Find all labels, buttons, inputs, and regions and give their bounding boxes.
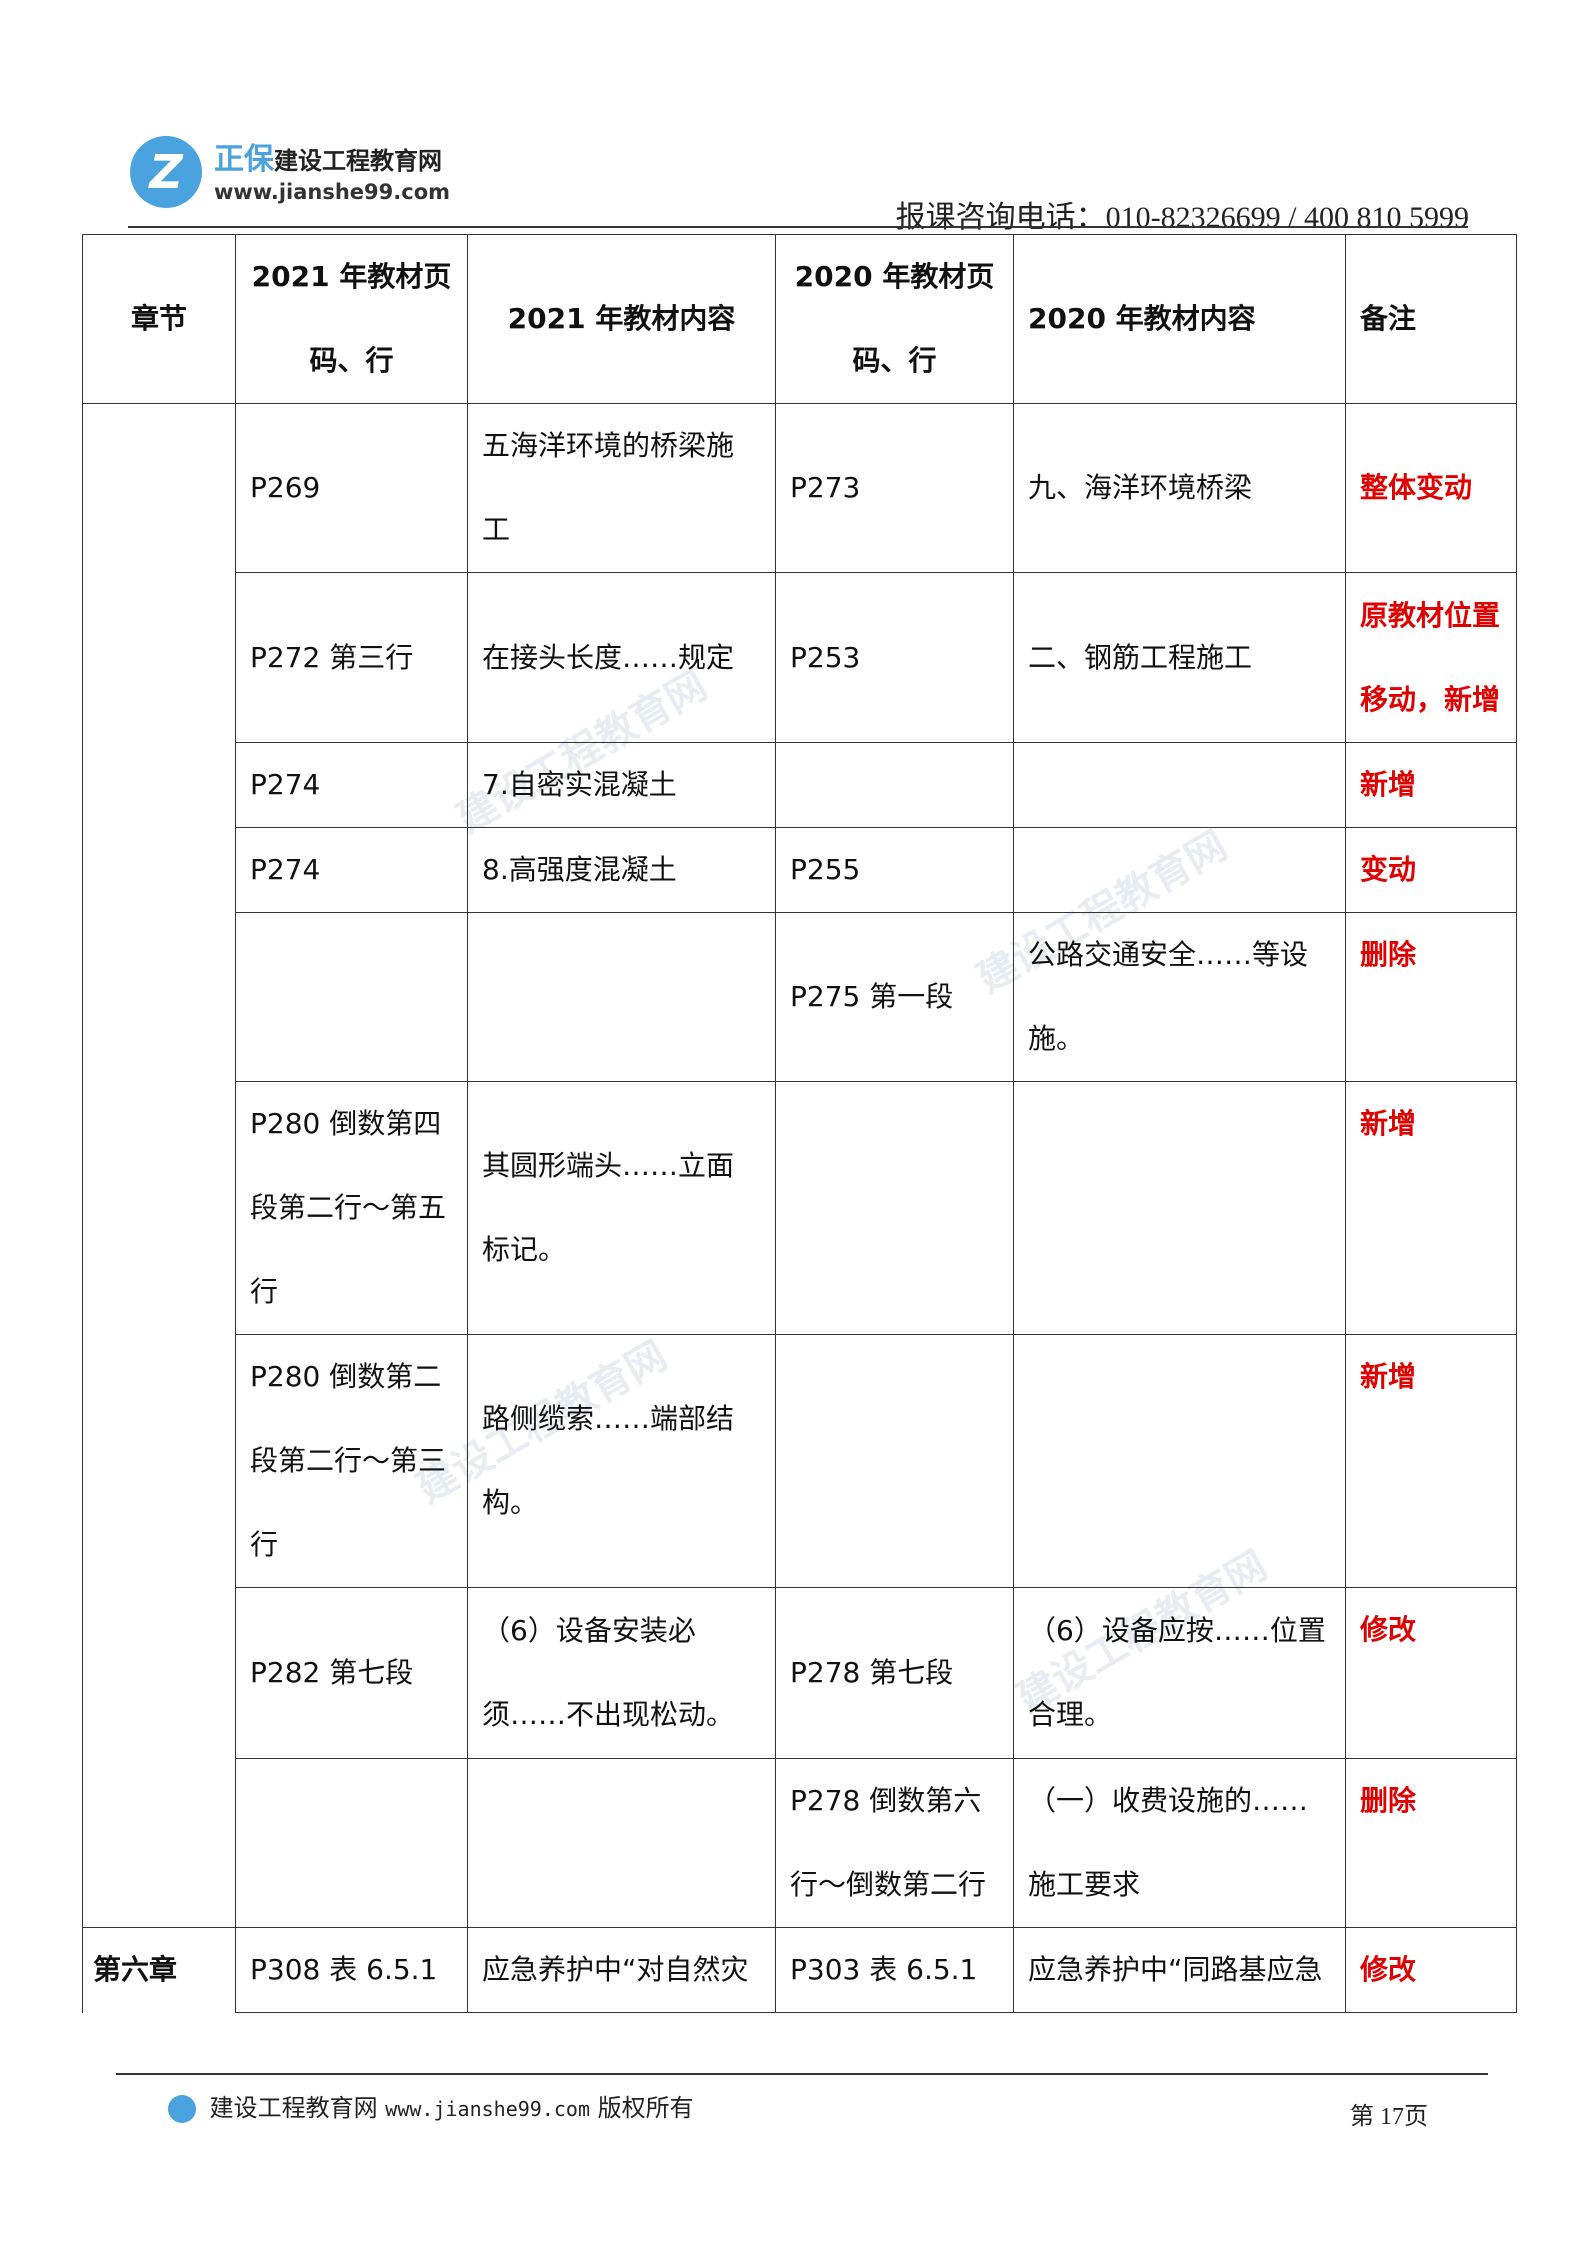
footer-url: www.jianshe99.com bbox=[385, 2097, 590, 2121]
cell-2020-content bbox=[1013, 1081, 1346, 1335]
phone-contact: 报课咨询电话：010-82326699 / 400 810 5999 bbox=[895, 201, 1469, 234]
cell-2020-content: 公路交通安全……等设施。 bbox=[1013, 912, 1346, 1082]
cell-2021-page: P269 bbox=[235, 403, 468, 573]
chapter-cell: 第六章 bbox=[82, 1927, 236, 2013]
cell-2021-page: P280 倒数第四段第二行～第五行 bbox=[235, 1081, 468, 1335]
footer-rights: 版权所有 bbox=[597, 2094, 694, 2122]
cell-2020-page bbox=[775, 742, 1014, 828]
cell-2021-content: 其圆形端头……立面标记。 bbox=[467, 1081, 776, 1335]
cell-2021-content bbox=[467, 912, 776, 1082]
footer: 建设工程教育网 www.jianshe99.com 版权所有 bbox=[168, 2088, 694, 2123]
cell-2020-content: 应急养护中“同路基应急 bbox=[1013, 1927, 1346, 2013]
cell-2020-page: P278 倒数第六行～倒数第二行 bbox=[775, 1758, 1014, 1928]
cell-2021-content: 8.高强度混凝土 bbox=[467, 827, 776, 913]
cell-note: 整体变动 bbox=[1345, 403, 1517, 573]
header-2021-page: 2021 年教材页码、行 bbox=[235, 234, 468, 404]
cell-note: 变动 bbox=[1345, 827, 1517, 913]
cell-2020-content: 二、钢筋工程施工 bbox=[1013, 572, 1346, 743]
header-chapter: 章节 bbox=[82, 234, 236, 404]
cell-2021-content: 应急养护中“对自然灾 bbox=[467, 1927, 776, 2013]
page-number: 第 17页 bbox=[1350, 2104, 1428, 2130]
table-header-row: 章节 2021 年教材页码、行 2021 年教材内容 2020 年教材页码、行 … bbox=[82, 234, 1517, 404]
footer-divider bbox=[116, 2073, 1488, 2075]
cell-2020-page: P273 bbox=[775, 403, 1014, 573]
table-row: P269 五海洋环境的桥梁施工 P273 九、海洋环境桥梁 整体变动 bbox=[82, 403, 1517, 1928]
cell-2021-page: P280 倒数第二段第二行～第三行 bbox=[235, 1334, 468, 1588]
cell-note: 新增 bbox=[1345, 1334, 1517, 1588]
cell-2021-page bbox=[235, 1758, 468, 1928]
cell-2020-content: （6）设备应按……位置合理。 bbox=[1013, 1587, 1346, 1759]
header-2020-content: 2020 年教材内容 bbox=[1013, 234, 1346, 404]
cell-note: 删除 bbox=[1345, 1758, 1517, 1928]
cell-2020-content bbox=[1013, 827, 1346, 913]
comparison-table: 章节 2021 年教材页码、行 2021 年教材内容 2020 年教材页码、行 … bbox=[82, 234, 1517, 2013]
cell-2020-content bbox=[1013, 1334, 1346, 1588]
cell-2021-page bbox=[235, 912, 468, 1082]
cell-2021-content: （6）设备安装必须……不出现松动。 bbox=[467, 1587, 776, 1759]
cell-2021-page: P282 第七段 bbox=[235, 1587, 468, 1759]
cell-2020-page bbox=[775, 1081, 1014, 1335]
chapter-cell bbox=[82, 403, 236, 1928]
cell-2021-content: 五海洋环境的桥梁施工 bbox=[467, 403, 776, 573]
logo-icon: Z bbox=[130, 136, 202, 208]
cell-2020-page bbox=[775, 1334, 1014, 1588]
cell-note: 新增 bbox=[1345, 742, 1517, 828]
table-row: P275 第一段 公路交通安全……等设施。 删除 bbox=[83, 912, 1517, 1082]
logo-url: www.jianshe99.com bbox=[214, 180, 451, 204]
cell-2020-page: P303 表 6.5.1 bbox=[775, 1927, 1014, 2013]
cell-note: 修改 bbox=[1345, 1587, 1517, 1759]
cell-2021-page: P308 表 6.5.1 bbox=[235, 1927, 468, 2013]
cell-note: 删除 bbox=[1345, 912, 1517, 1082]
logo: Z 正保建设工程教育网 www.jianshe99.com bbox=[130, 132, 470, 212]
cell-2020-page: P255 bbox=[775, 827, 1014, 913]
cell-2021-content bbox=[467, 1758, 776, 1928]
cell-2021-content: 在接头长度……规定 bbox=[467, 572, 776, 743]
logo-brand: 正保建设工程教育网 bbox=[214, 142, 442, 177]
table-row: P282 第七段 （6）设备安装必须……不出现松动。 P278 第七段 （6）设… bbox=[83, 1587, 1517, 1759]
cell-note: 修改 bbox=[1345, 1927, 1517, 2013]
table-row: P280 倒数第二段第二行～第三行 路侧缆索……端部结构。 新增 bbox=[83, 1334, 1517, 1588]
cell-note: 原教材位置移动，新增 bbox=[1345, 572, 1517, 743]
cell-2020-page: P275 第一段 bbox=[775, 912, 1014, 1082]
table-row: P280 倒数第四段第二行～第五行 其圆形端头……立面标记。 新增 bbox=[83, 1081, 1517, 1335]
footer-logo-icon bbox=[168, 2095, 196, 2123]
cell-2020-content: 九、海洋环境桥梁 bbox=[1013, 403, 1346, 573]
cell-2021-content: 7.自密实混凝土 bbox=[467, 742, 776, 828]
header-2021-content: 2021 年教材内容 bbox=[467, 234, 776, 404]
cell-2020-content bbox=[1013, 742, 1346, 828]
cell-2020-content: （一）收费设施的……施工要求 bbox=[1013, 1758, 1346, 1928]
cell-2021-page: P272 第三行 bbox=[235, 572, 468, 743]
header-note: 备注 bbox=[1345, 234, 1517, 404]
header-2020-page: 2020 年教材页码、行 bbox=[775, 234, 1014, 404]
header-divider bbox=[128, 226, 1468, 228]
footer-site: 建设工程教育网 bbox=[209, 2094, 378, 2122]
cell-2021-page: P274 bbox=[235, 742, 468, 828]
cell-2021-content: 路侧缆索……端部结构。 bbox=[467, 1334, 776, 1588]
cell-note: 新增 bbox=[1345, 1081, 1517, 1335]
table-row: P274 7.自密实混凝土 新增 bbox=[83, 742, 1517, 828]
table-row: P272 第三行 在接头长度……规定 P253 二、钢筋工程施工 原教材位置移动… bbox=[83, 572, 1517, 743]
table-row: 第六章 P308 表 6.5.1 应急养护中“对自然灾 P303 表 6.5.1… bbox=[82, 1927, 1517, 2013]
cell-2020-page: P253 bbox=[775, 572, 1014, 743]
cell-2020-page: P278 第七段 bbox=[775, 1587, 1014, 1759]
table-row: P274 8.高强度混凝土 P255 变动 bbox=[83, 827, 1517, 913]
table-row: P278 倒数第六行～倒数第二行 （一）收费设施的……施工要求 删除 bbox=[83, 1758, 1517, 1928]
cell-2021-page: P274 bbox=[235, 827, 468, 913]
